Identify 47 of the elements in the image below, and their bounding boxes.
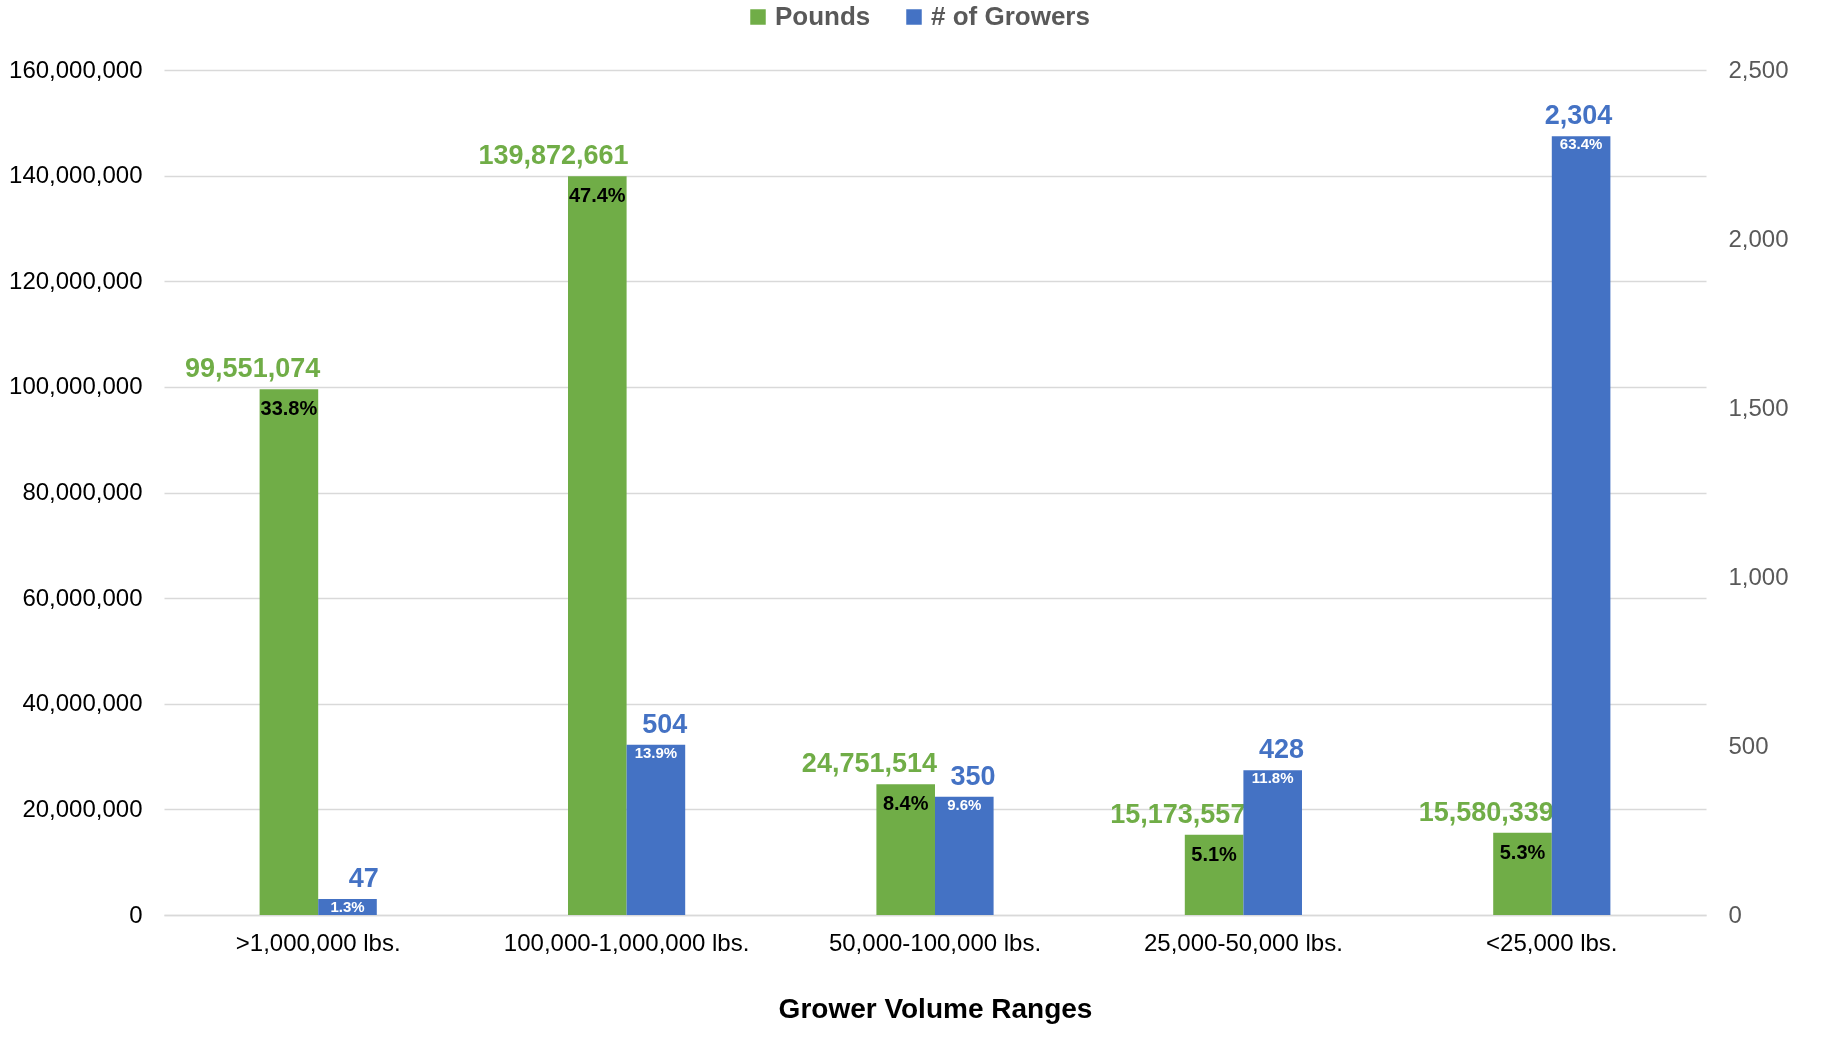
- y2-tick-label: 0: [1728, 900, 1742, 928]
- y2-tick-label: 1,500: [1728, 393, 1789, 421]
- y2-tick-label: 2,500: [1728, 55, 1789, 83]
- data-label: 99,551,074: [185, 353, 321, 384]
- x-tick-label: <25,000 lbs.: [1486, 928, 1618, 956]
- y-tick-label: 20,000,000: [22, 794, 143, 822]
- annotation: 8.4%: [882, 792, 929, 815]
- data-label: 2,304: [1544, 100, 1613, 131]
- data-label: 15,580,339: [1418, 796, 1554, 827]
- bar: [626, 744, 686, 915]
- annotation: 1.3%: [330, 898, 365, 916]
- x-tick-label: 100,000-1,000,000 lbs.: [503, 928, 750, 956]
- bar: [1493, 832, 1552, 915]
- x-tick-label: >1,000,000 lbs.: [235, 928, 401, 956]
- bar: [568, 176, 627, 915]
- legend-label: Pounds: [775, 1, 871, 31]
- data-label: 350: [950, 760, 996, 791]
- bar: [259, 389, 319, 915]
- annotation: 5.3%: [1499, 840, 1546, 863]
- x-axis-title: Grower Volume Ranges: [778, 992, 1093, 1024]
- annotation: 9.6%: [947, 795, 982, 813]
- annotation: 33.8%: [260, 397, 318, 420]
- data-label: 428: [1258, 734, 1304, 765]
- annotation: 63.4%: [1559, 135, 1603, 153]
- data-label: 47: [348, 863, 379, 894]
- y2-tick-label: 2,000: [1728, 224, 1789, 252]
- y-tick-label: 140,000,000: [9, 161, 143, 189]
- y2-tick-label: 1,000: [1728, 562, 1789, 590]
- data-label: 504: [642, 708, 688, 739]
- y-tick-label: 120,000,000: [9, 266, 143, 294]
- y-tick-label: 60,000,000: [22, 583, 143, 611]
- annotation: 11.8%: [1251, 769, 1294, 787]
- y-tick-label: 100,000,000: [9, 372, 143, 400]
- annotation: 5.1%: [1191, 842, 1238, 865]
- annotation: 13.9%: [634, 743, 678, 761]
- y-tick-label: 40,000,000: [22, 689, 143, 717]
- bar: [1551, 136, 1611, 915]
- legend-label: # of Growers: [931, 1, 1090, 31]
- y2-tick-label: 500: [1728, 731, 1769, 759]
- y-tick-label: 80,000,000: [22, 478, 143, 505]
- y-tick-label: 0: [129, 900, 143, 928]
- y-tick-label: 160,000,000: [9, 55, 143, 83]
- x-tick-label: 50,000-100,000 lbs.: [828, 928, 1042, 956]
- data-label: 139,872,661: [478, 140, 629, 171]
- data-label: 24,751,514: [801, 748, 937, 779]
- annotation: 47.4%: [568, 184, 626, 207]
- x-tick-label: 25,000-50,000 lbs.: [1143, 928, 1343, 956]
